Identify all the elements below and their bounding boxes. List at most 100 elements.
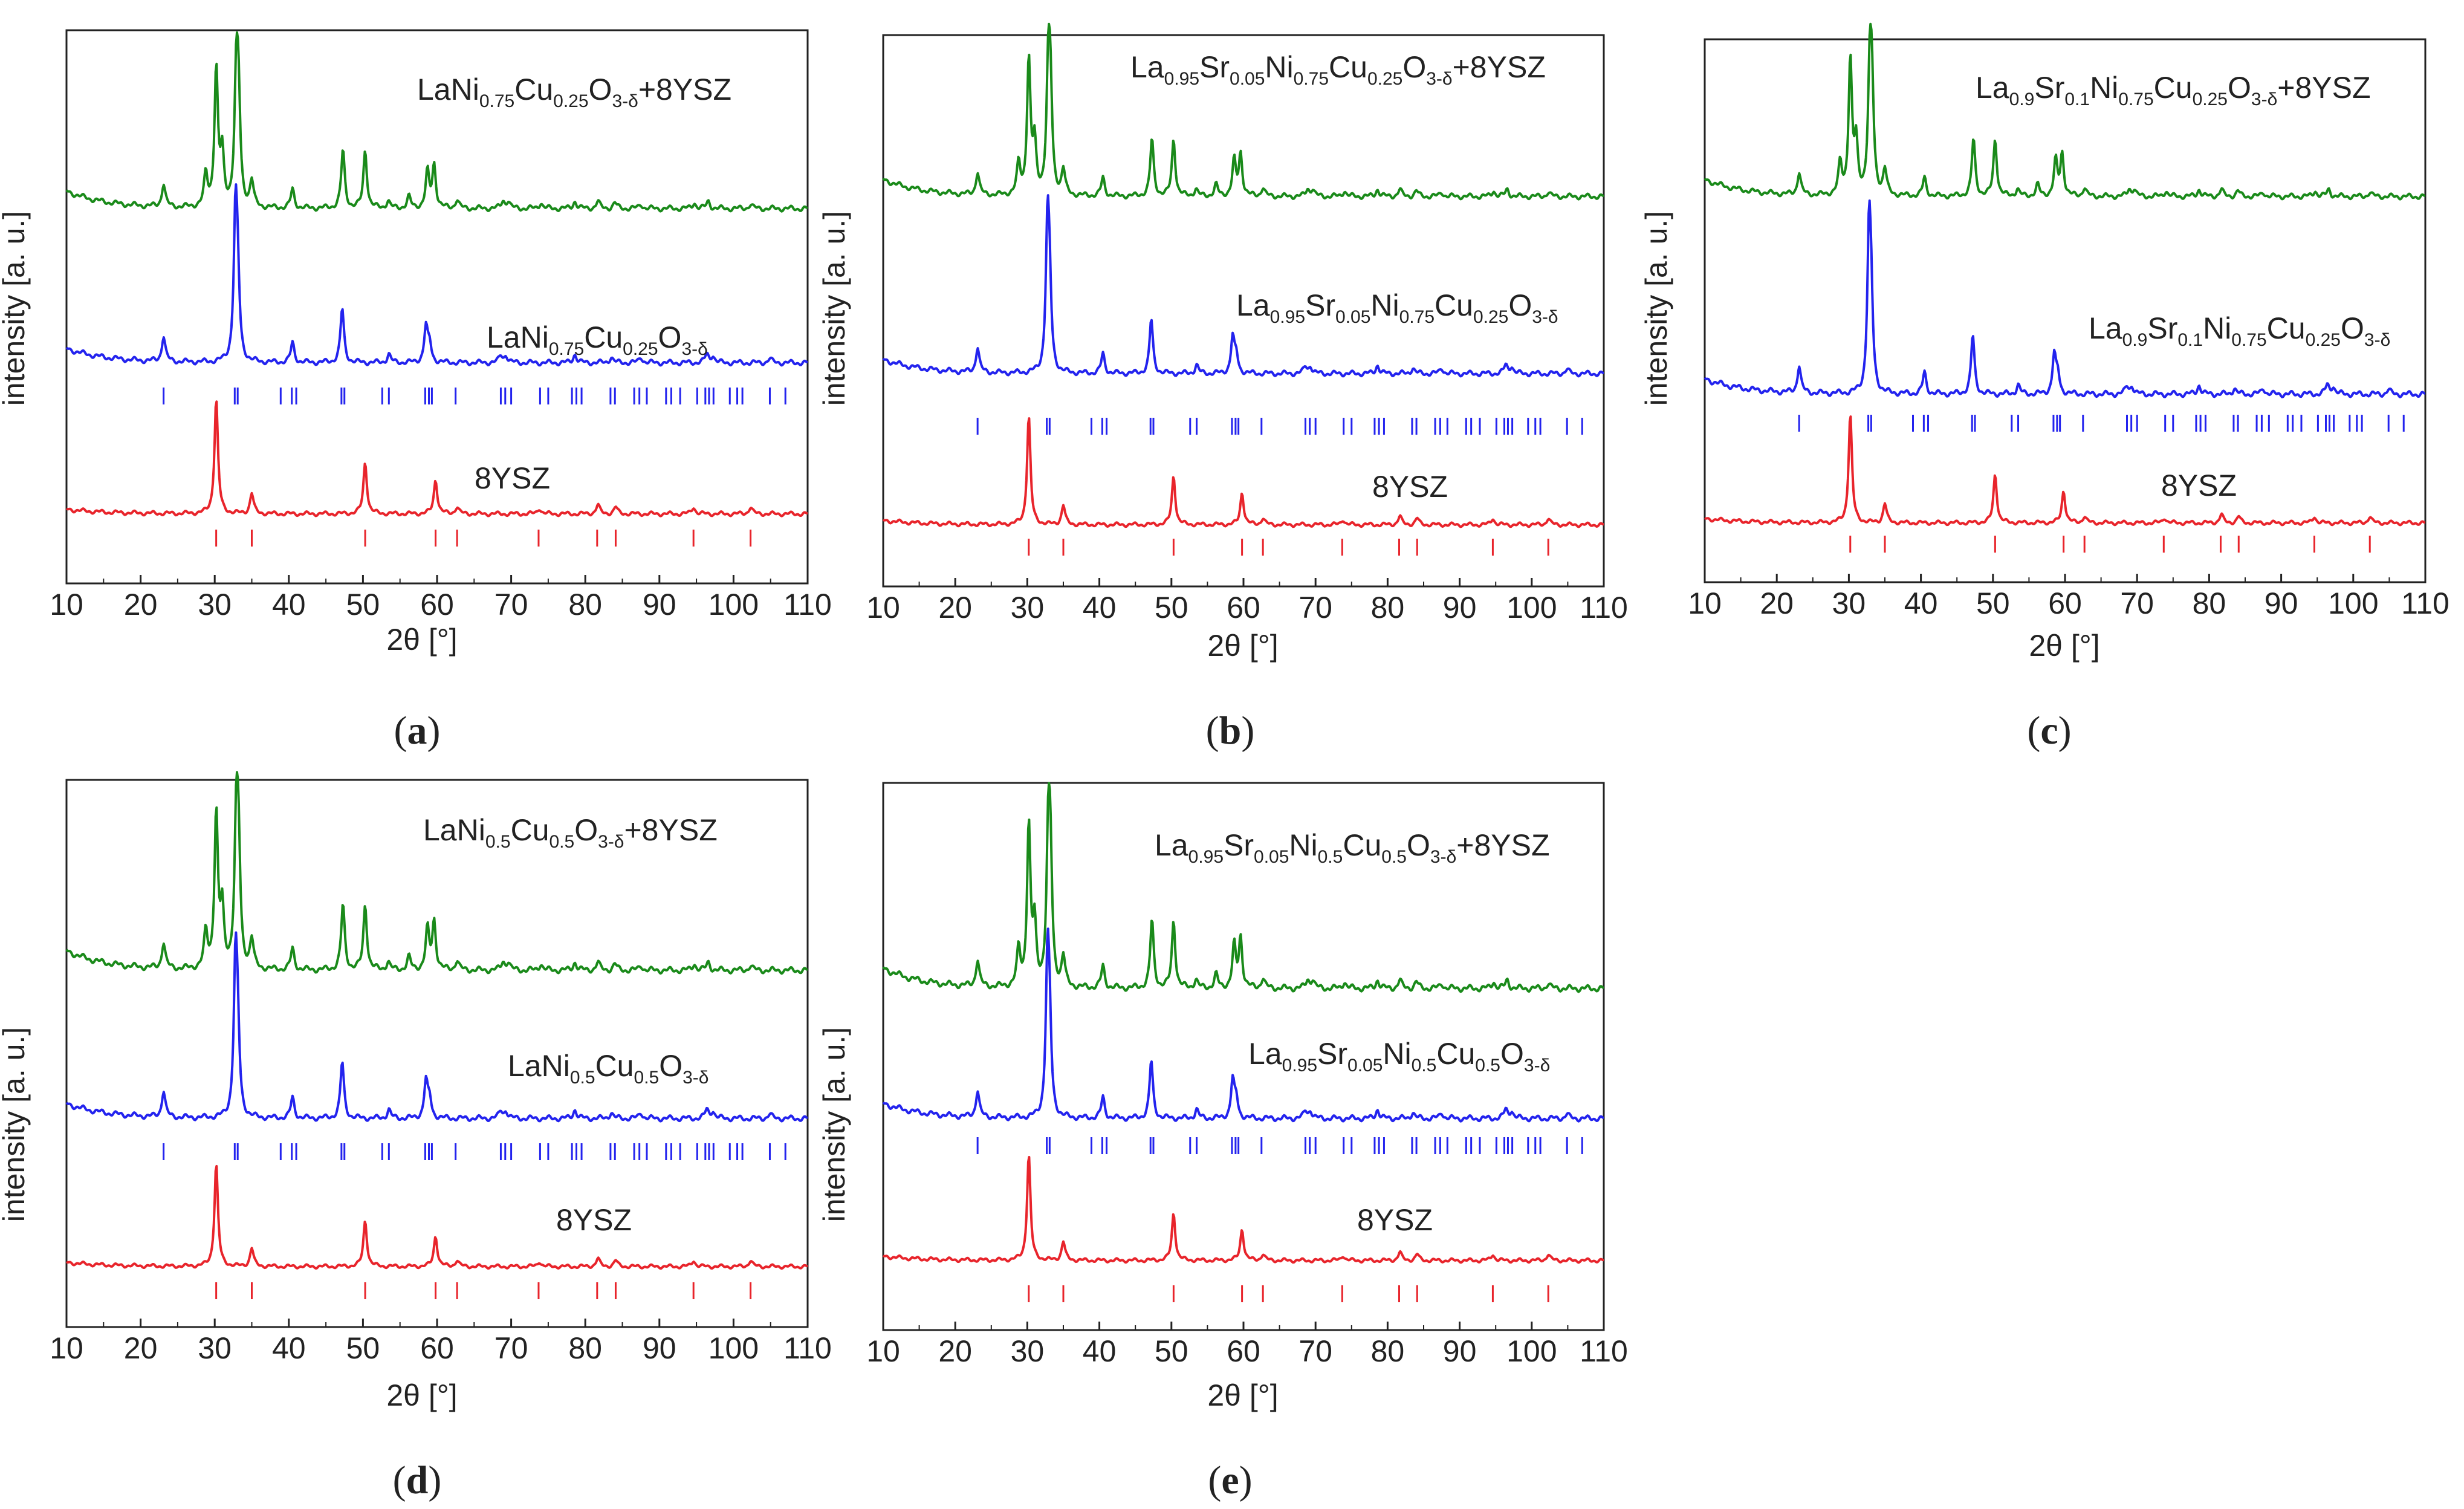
x-tick-label: 40	[1083, 1334, 1117, 1368]
plot-area: 10 20 30 40 50 60 70 80 90 100 110 La0.95Sr0.05Ni0.…	[866, 22, 1628, 625]
x-tick-label: 60	[2048, 586, 2082, 620]
x-tick-label: 80	[1371, 1334, 1405, 1368]
x-tick-label: 50	[346, 1331, 380, 1365]
x-tick-label: 70	[494, 1331, 528, 1365]
x-tick-label: 30	[1832, 586, 1866, 620]
series-label: LaNi0.75Cu0.25O3-δ+8YSZ	[417, 73, 731, 111]
panel-label: (c)	[2027, 709, 2071, 753]
series-label: La0.95Sr0.05Ni0.75Cu0.25O3-δ+8YSZ	[1130, 50, 1546, 89]
x-tick-label: 30	[1011, 591, 1045, 625]
series-line-composite	[65, 771, 808, 975]
series-label: La0.95Sr0.05Ni0.5Cu0.5O3-δ+8YSZ	[1155, 828, 1550, 867]
x-tick-label: 100	[708, 1331, 759, 1365]
x-tick-label: 70	[2120, 586, 2154, 620]
series-line-ysz	[1704, 415, 2426, 527]
x-axis-label: 2θ [°]	[2029, 629, 2099, 663]
x-tick-label: 30	[198, 1331, 232, 1365]
x-axis-label: 2θ [°]	[386, 623, 457, 657]
series-label: La0.9Sr0.1Ni0.75Cu0.25O3-δ	[2089, 311, 2390, 350]
plot-area: 10 20 30 40 50 60 70 80 90 100 110 La0.95Sr0.05Ni0.…	[866, 782, 1628, 1368]
y-axis-label: intensity [a. u.]	[817, 211, 851, 406]
y-axis-label: intensity [a. u.]	[0, 1027, 31, 1222]
x-tick-label: 60	[420, 588, 454, 621]
series-line-composite	[882, 22, 1604, 201]
x-tick-label: 10	[50, 588, 83, 621]
panel-label: (d)	[393, 1458, 442, 1502]
x-tick-label: 40	[1083, 591, 1117, 625]
x-tick-label: 10	[1688, 586, 1722, 620]
x-tick-label: 90	[1443, 591, 1477, 625]
x-axis-label: 2θ [°]	[1207, 1378, 1278, 1412]
x-tick-label: 80	[568, 1331, 602, 1365]
x-tick-label: 40	[1904, 586, 1938, 620]
x-axis-label: 2θ [°]	[1207, 629, 1278, 663]
x-tick-label: 110	[783, 588, 832, 621]
x-tick-label: 80	[1371, 591, 1405, 625]
panel-b: intensity [a. u.] 10 20 30 40 50 60 70 80 90 100 1…	[817, 22, 1628, 753]
series-label: 8YSZ	[1357, 1203, 1433, 1237]
series-line-composite	[65, 31, 808, 213]
x-tick-label: 70	[1298, 591, 1332, 625]
panel-label: (e)	[1208, 1458, 1252, 1502]
panel-a: intensity [a. u.] 10 20 30 40 50 60 70 80 90 100 1…	[0, 29, 832, 753]
x-tick-label: 60	[1227, 1334, 1260, 1368]
x-tick-label: 10	[866, 1334, 900, 1368]
x-tick-label: 30	[1011, 1334, 1045, 1368]
series-label: 8YSZ	[2161, 469, 2237, 502]
x-tick-label: 60	[420, 1331, 454, 1365]
x-tick-label: 20	[124, 1331, 158, 1365]
series-label: La0.9Sr0.1Ni0.75Cu0.25O3-δ+8YSZ	[1976, 71, 2371, 109]
series-label: 8YSZ	[475, 461, 550, 495]
x-tick-label: 20	[938, 591, 972, 625]
series-label: 8YSZ	[1372, 470, 1448, 504]
x-tick-label: 100	[708, 588, 759, 621]
series-label: 8YSZ	[556, 1203, 632, 1237]
x-tick-label: 30	[198, 588, 232, 621]
y-axis-label: intensity [a. u.]	[1639, 211, 1673, 406]
panel-d: intensity [a. u.] 10 20 30 40 50 60 70 80 90 100 1…	[0, 771, 832, 1502]
series-line-ysz	[65, 1164, 808, 1270]
series-line-composite	[882, 782, 1604, 993]
series-label: La0.95Sr0.05Ni0.5Cu0.5O3-δ	[1248, 1037, 1550, 1076]
x-tick-label: 10	[50, 1331, 83, 1365]
x-tick-label: 20	[124, 588, 158, 621]
series-line-phase	[65, 183, 808, 367]
series-line-ysz	[882, 417, 1604, 528]
series-line-phase	[65, 931, 808, 1123]
x-tick-label: 50	[1155, 1334, 1188, 1368]
x-tick-label: 110	[783, 1331, 832, 1365]
series-label: La0.95Sr0.05Ni0.75Cu0.25O3-δ	[1236, 288, 1558, 327]
x-tick-label: 110	[1580, 1334, 1628, 1368]
x-tick-label: 100	[1506, 1334, 1557, 1368]
y-axis-label: intensity [a. u.]	[0, 211, 31, 406]
x-tick-label: 90	[643, 588, 676, 621]
series-label: LaNi0.5Cu0.5O3-δ+8YSZ	[423, 813, 718, 852]
x-tick-label: 100	[2328, 586, 2378, 620]
x-tick-label: 50	[346, 588, 380, 621]
series-line-composite	[1704, 22, 2426, 201]
series-line-phase	[882, 194, 1604, 378]
x-tick-label: 80	[568, 588, 602, 621]
x-tick-label: 110	[2401, 586, 2449, 620]
panel-c: intensity [a. u.] 10 20 30 40 50 60 70 80 90 100 1…	[1639, 22, 2449, 753]
y-axis-label: intensity [a. u.]	[817, 1027, 851, 1222]
x-axis-label: 2θ [°]	[386, 1378, 457, 1412]
series-label: LaNi0.5Cu0.5O3-δ	[508, 1049, 708, 1088]
series-line-ysz	[882, 1156, 1604, 1264]
x-tick-label: 20	[1760, 586, 1794, 620]
x-tick-label: 90	[2265, 586, 2298, 620]
x-tick-label: 90	[643, 1331, 676, 1365]
x-tick-label: 40	[272, 1331, 306, 1365]
series-line-phase	[882, 927, 1604, 1123]
x-tick-label: 70	[494, 588, 528, 621]
x-tick-label: 20	[938, 1334, 972, 1368]
x-tick-label: 40	[272, 588, 306, 621]
plot-area: 10 20 30 40 50 60 70 80 90 100 110 LaNi0.5Cu0.5O3-δ…	[50, 771, 832, 1365]
x-tick-label: 60	[1227, 591, 1260, 625]
plot-area: 10 20 30 40 50 60 70 80 90 100 110 La0.9Sr0.1Ni0.75…	[1688, 22, 2449, 620]
panel-e: intensity [a. u.] 10 20 30 40 50 60 70 80 90 100 1…	[817, 782, 1628, 1502]
x-tick-label: 50	[1976, 586, 2010, 620]
series-line-ysz	[65, 400, 808, 518]
x-tick-label: 10	[866, 591, 900, 625]
